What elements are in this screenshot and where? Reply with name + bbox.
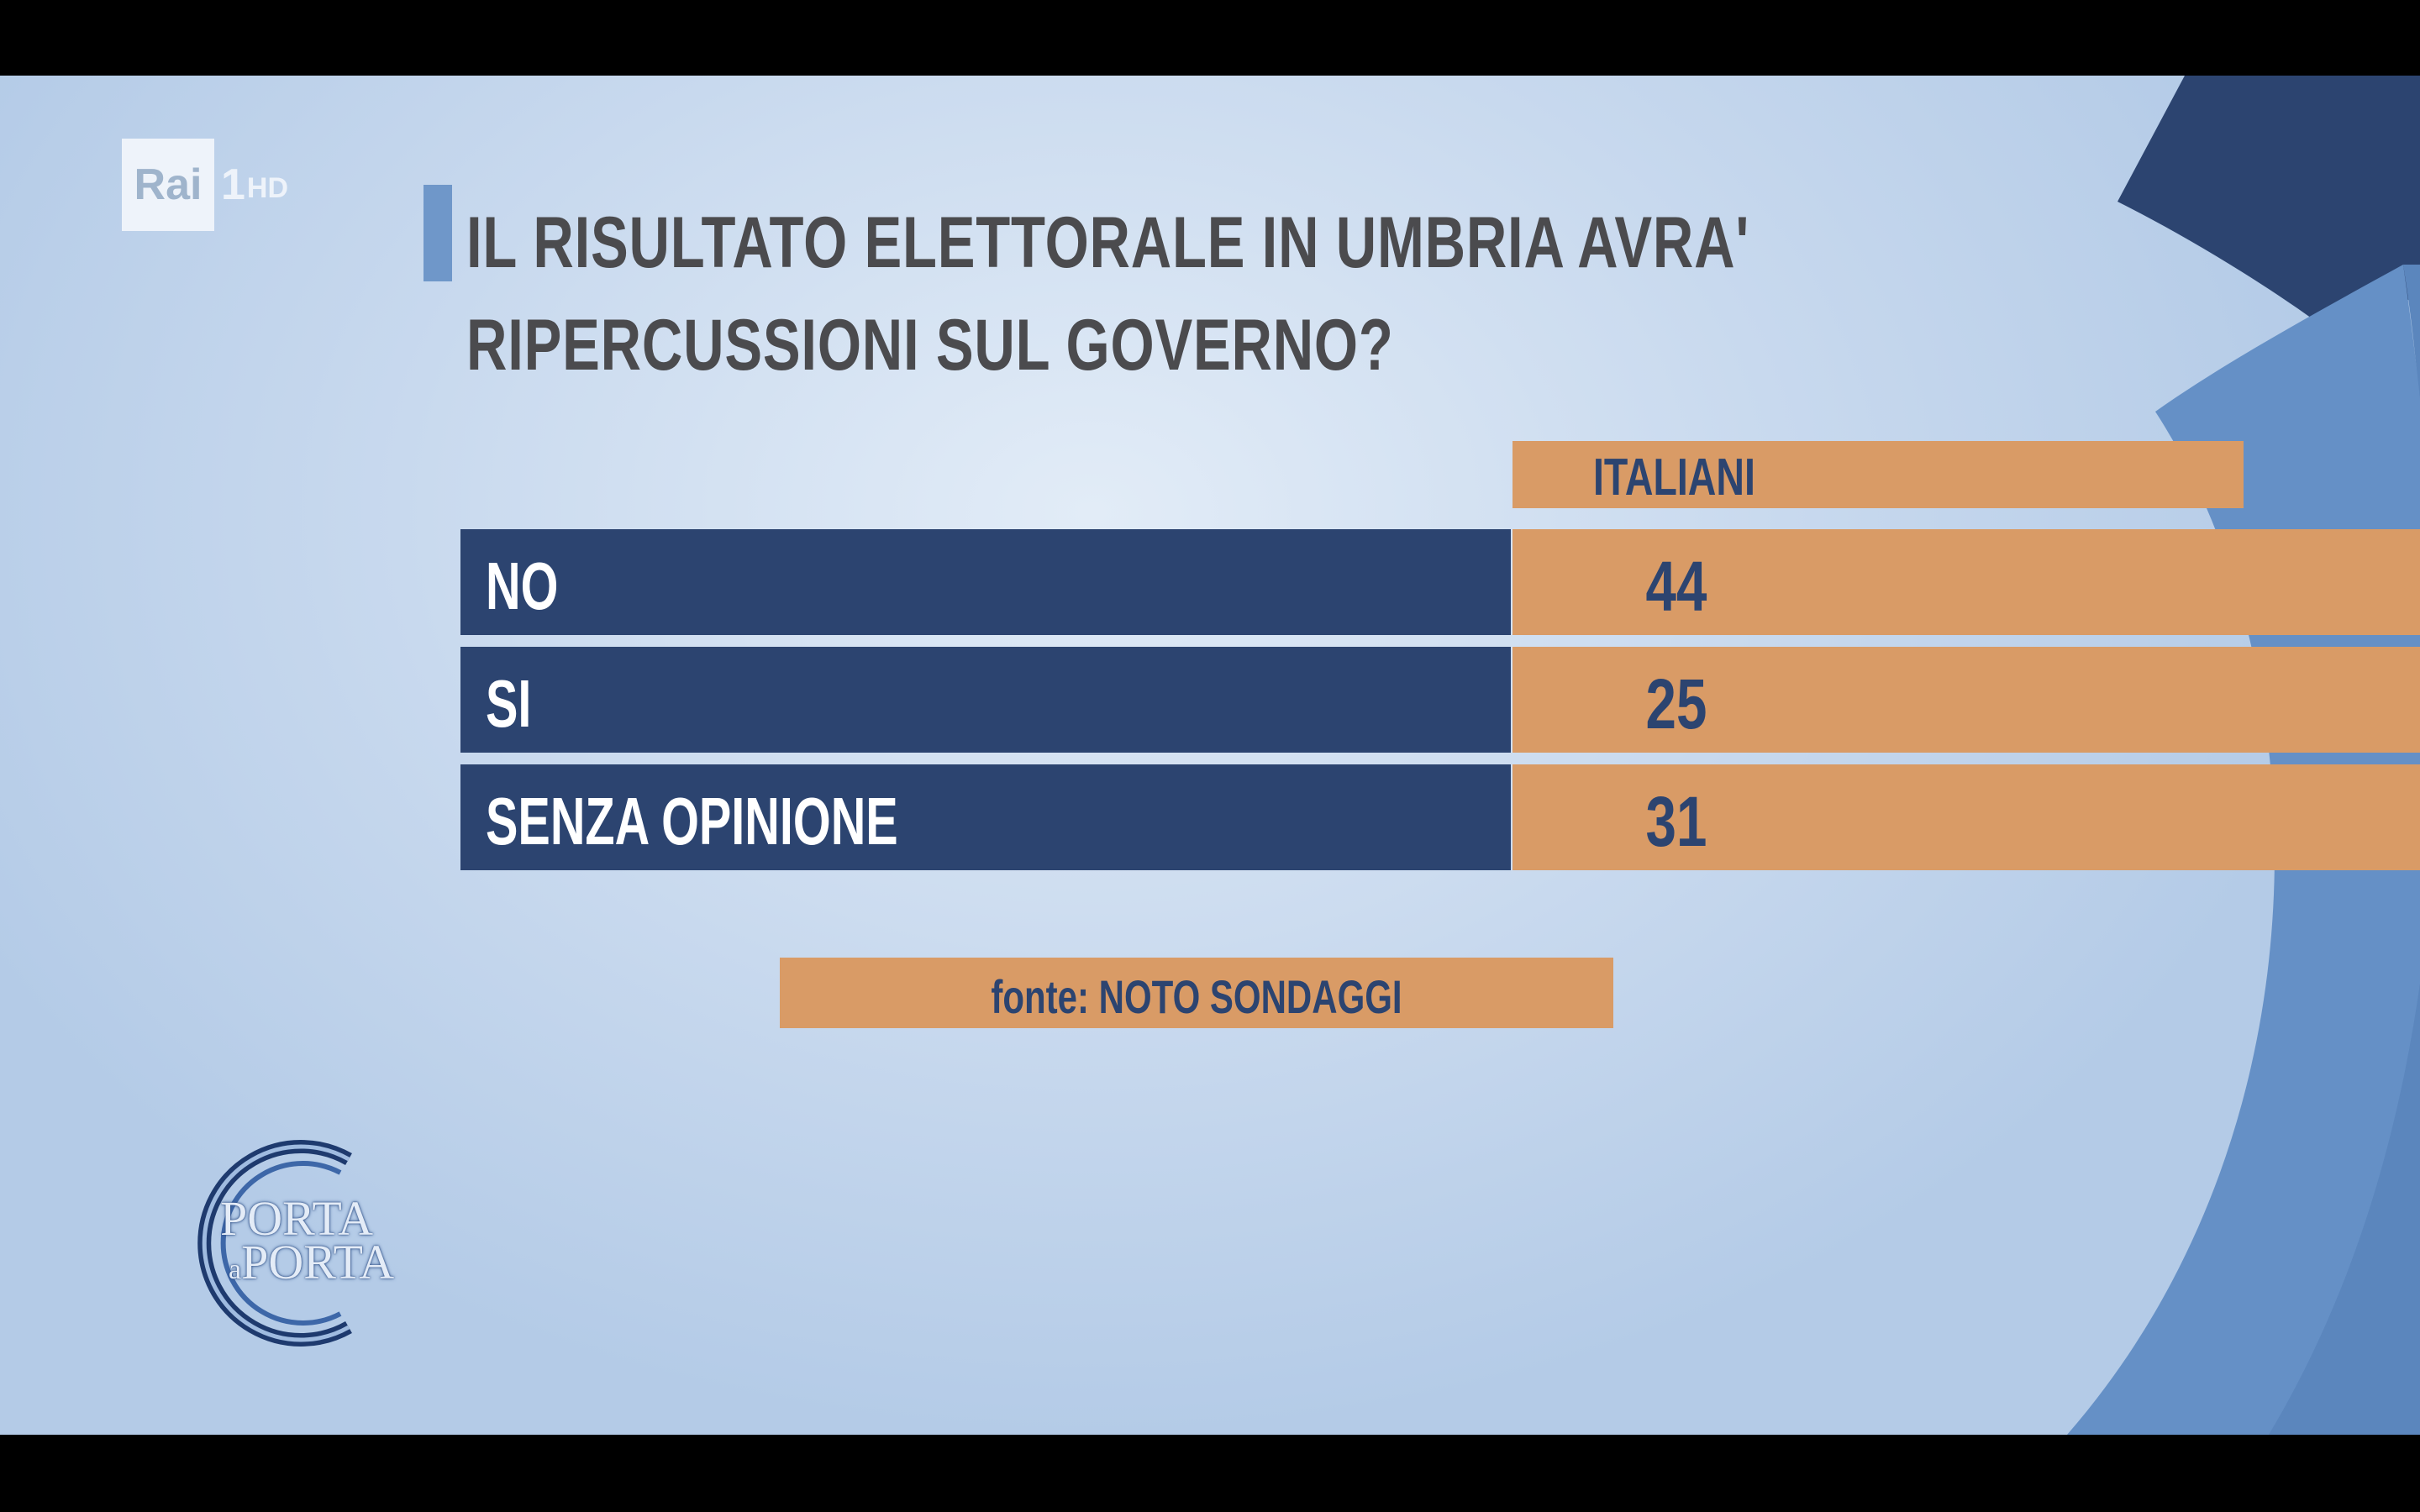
row-value: 25: [1645, 664, 1707, 743]
column-header: ITALIANI: [1512, 441, 2244, 508]
row-value: 44: [1645, 547, 1707, 626]
show-title-line-2: aPORTA: [220, 1238, 394, 1292]
row-label: SI: [486, 666, 532, 741]
row-label-cell: SENZA OPINIONE: [460, 764, 1511, 870]
swoosh-dark: [2118, 76, 2420, 336]
title-accent-bar: [424, 185, 452, 281]
row-value: 31: [1645, 782, 1707, 861]
source-text: fonte: NOTO SONDAGGI: [991, 970, 1402, 1023]
row-value-cell: 25: [1512, 647, 2420, 753]
show-title-line-1: PORTA: [220, 1191, 374, 1246]
column-header-label: ITALIANI: [1593, 449, 1755, 507]
tv-screen: Rai 1 HD IL RISULTATO ELETTORALE IN UMBR…: [0, 76, 2420, 1435]
row-label-cell: SI: [460, 647, 1511, 753]
show-title-connector: a: [229, 1254, 242, 1285]
show-logo-ring: [197, 1140, 352, 1347]
row-label: SENZA OPINIONE: [486, 784, 898, 858]
row-label-cell: NO: [460, 529, 1511, 635]
row-label: NO: [486, 549, 559, 623]
show-title: PORTA aPORTA: [220, 1191, 394, 1292]
hd-badge: HD: [246, 171, 289, 204]
row-value-cell: 31: [1512, 764, 2420, 870]
question-title-line-1: IL RISULTATO ELETTORALE IN UMBRIA AVRA': [466, 202, 1750, 283]
show-title-word-2: PORTA: [241, 1235, 395, 1289]
channel-logo: Rai 1 HD: [122, 139, 288, 231]
channel-number: 1: [221, 160, 245, 209]
source-label: fonte: NOTO SONDAGGI: [780, 958, 1613, 1028]
question-title-line-2: RIPERCUSSIONI SUL GOVERNO?: [466, 305, 1394, 386]
rai-logo-box: Rai: [122, 139, 214, 231]
row-value-cell: 44: [1512, 529, 2420, 635]
